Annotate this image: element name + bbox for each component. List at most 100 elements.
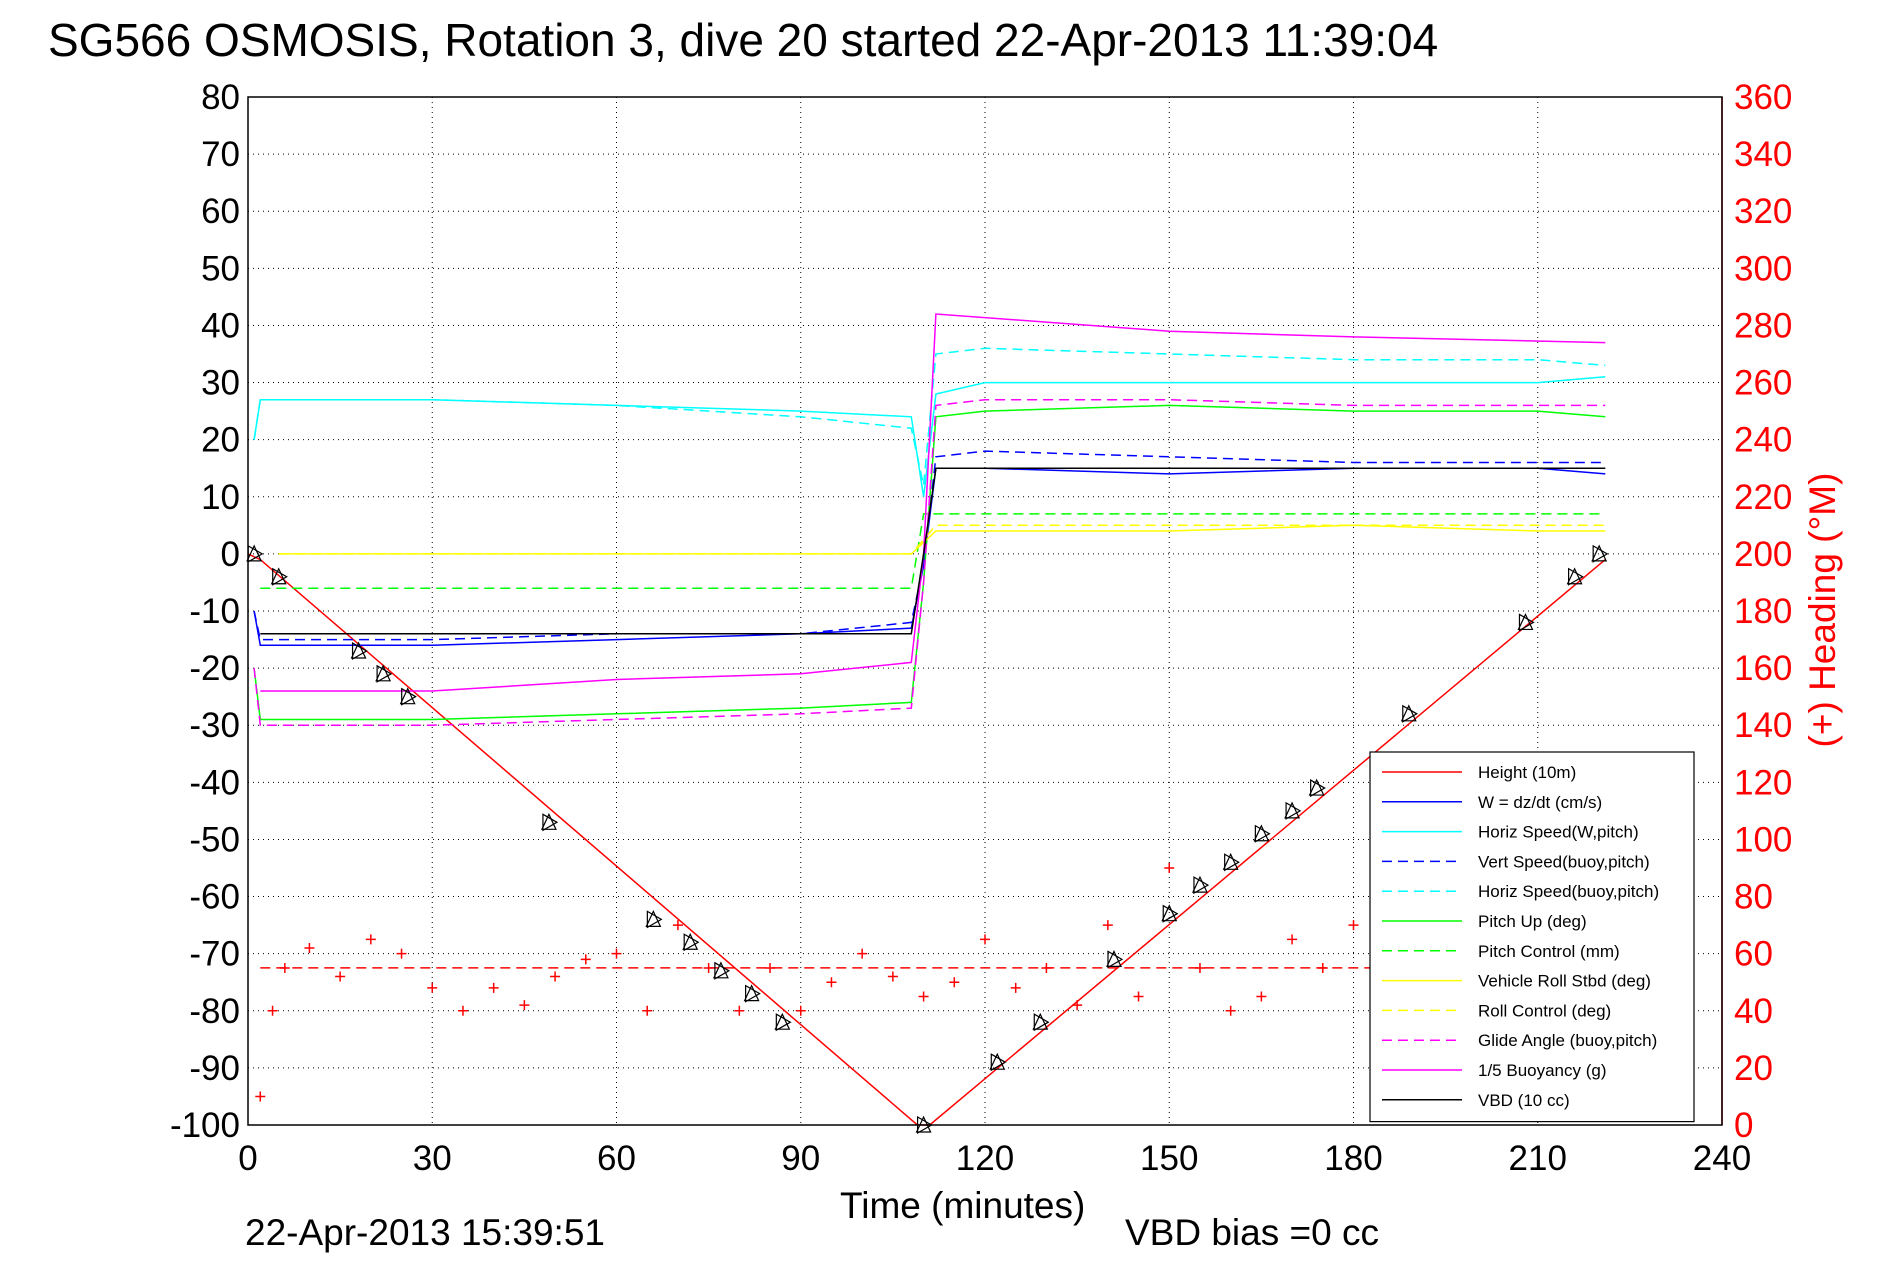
y-tick-label: -40 — [189, 763, 240, 802]
legend-entry: W = dz/dt (cm/s) — [1478, 793, 1602, 812]
depth-marker — [1193, 876, 1210, 895]
heading-point — [826, 977, 837, 988]
x-tick-label: 90 — [781, 1139, 820, 1178]
legend-entry: Vehicle Roll Stbd (deg) — [1478, 972, 1651, 991]
series-heading — [255, 863, 1420, 1102]
y-tick-label: -50 — [189, 820, 240, 859]
depth-marker — [1592, 544, 1609, 563]
heading-point — [795, 1005, 806, 1016]
depth-marker — [399, 687, 416, 705]
x-tick-label: 150 — [1140, 1139, 1198, 1178]
y-right-tick-label: 40 — [1734, 992, 1773, 1031]
y-right-tick-label: 100 — [1734, 820, 1792, 859]
depth-marker — [1161, 904, 1178, 922]
depth-marker — [743, 984, 760, 1002]
footer-timestamp: 22-Apr-2013 15:39:51 — [245, 1212, 605, 1253]
y-tick-label: 40 — [201, 306, 240, 345]
depth-marker — [350, 641, 367, 659]
y-tick-label: -70 — [189, 935, 240, 974]
heading-point — [949, 977, 960, 988]
depth-marker — [1400, 704, 1417, 722]
series-glide-angle-buoy-pitch — [253, 398, 1606, 726]
y-right-tick-label: 220 — [1734, 478, 1792, 517]
heading-point — [519, 1000, 530, 1011]
heading-point — [267, 1005, 278, 1016]
depth-marker — [683, 933, 700, 952]
legend-entry: Glide Angle (buoy,pitch) — [1478, 1031, 1657, 1050]
y-right-tick-labels: 3603403203002802602402202001801601401201… — [1734, 78, 1792, 1145]
heading-point — [1256, 991, 1267, 1002]
x-tick-label: 210 — [1509, 1139, 1567, 1178]
series-horiz-speed-buoy-pitch — [253, 347, 1606, 486]
heading-point — [255, 1091, 266, 1102]
y-right-tick-label: 280 — [1734, 306, 1792, 345]
legend-entry: VBD (10 cc) — [1478, 1091, 1570, 1110]
y-right-axis-label: (+) Heading (°M) — [1802, 473, 1843, 748]
depth-marker — [745, 984, 761, 1003]
depth-marker — [272, 567, 288, 586]
y-tick-label: 60 — [201, 192, 240, 231]
depth-marker — [774, 1012, 791, 1030]
depth-marker — [1162, 904, 1179, 923]
y-tick-label: 50 — [201, 249, 240, 288]
heading-point — [365, 934, 376, 945]
depth-marker — [1402, 704, 1418, 723]
y-tick-label: -20 — [189, 649, 240, 688]
heading-point — [1072, 1000, 1083, 1011]
heading-point — [488, 982, 499, 993]
depth-marker — [1254, 824, 1271, 843]
depth-marker — [989, 1052, 1006, 1070]
y-tick-label: 20 — [201, 421, 240, 460]
x-axis-label: Time (minutes) — [840, 1185, 1085, 1226]
y-right-tick-label: 60 — [1734, 935, 1773, 974]
depth-marker — [1106, 949, 1122, 967]
y-right-tick-label: 320 — [1734, 192, 1792, 231]
y-tick-label: -10 — [189, 592, 240, 631]
heading-point — [642, 1005, 653, 1016]
legend-entry: Pitch Up (deg) — [1478, 912, 1587, 931]
x-tick-label: 240 — [1693, 1139, 1751, 1178]
depth-marker — [1032, 1012, 1049, 1030]
y-right-tick-label: 200 — [1734, 535, 1792, 574]
series-vehicle-roll-stbd-deg — [278, 524, 1606, 555]
y-tick-label: 10 — [201, 478, 240, 517]
heading-point — [1164, 863, 1175, 873]
depth-marker — [990, 1053, 1007, 1072]
depth-marker — [1033, 1013, 1050, 1032]
heading-point — [427, 982, 438, 993]
heading-point — [1133, 991, 1144, 1002]
depth-marker — [1107, 950, 1124, 969]
heading-point — [918, 991, 929, 1002]
depth-marker — [376, 664, 393, 683]
y-tick-label: 0 — [221, 535, 240, 574]
y-right-tick-label: 160 — [1734, 649, 1792, 688]
y-tick-label: -100 — [170, 1106, 240, 1145]
heading-point — [457, 1005, 468, 1016]
depth-marker — [1285, 801, 1302, 820]
y-tick-labels: 80 70 60 50 40 30 20 10 0 -10 -20 -30 -40 -50 -60 -70 -8… — [170, 78, 240, 1145]
depth-marker — [712, 961, 729, 979]
y-right-tick-label: 360 — [1734, 78, 1792, 117]
depth-marker — [401, 687, 417, 706]
y-tick-label: -30 — [189, 706, 240, 745]
y-right-tick-label: 0 — [1734, 1106, 1753, 1145]
heading-point — [1348, 920, 1359, 931]
y-tick-label: 30 — [201, 364, 240, 403]
depth-marker — [351, 641, 368, 661]
x-tick-label: 180 — [1324, 1139, 1382, 1178]
series-pitch-up-deg — [253, 404, 1606, 721]
heading-point — [550, 971, 561, 982]
depth-marker — [1568, 567, 1584, 586]
legend-entry: 1/5 Buoyancy (g) — [1478, 1061, 1607, 1080]
x-tick-labels: 0 30 60 90 120 150 180 210 240 — [238, 1139, 1751, 1178]
depth-marker — [682, 932, 699, 950]
depth-marker — [540, 812, 557, 830]
x-tick-label: 120 — [956, 1139, 1014, 1178]
depth-marker — [270, 567, 287, 585]
legend-entry: Pitch Control (mm) — [1478, 942, 1620, 961]
heading-point — [1287, 934, 1298, 945]
legend-entry: Vert Speed(buoy,pitch) — [1478, 852, 1650, 871]
heading-point — [396, 948, 407, 959]
y-right-tick-label: 340 — [1734, 135, 1792, 174]
y-right-tick-label: 120 — [1734, 763, 1792, 802]
